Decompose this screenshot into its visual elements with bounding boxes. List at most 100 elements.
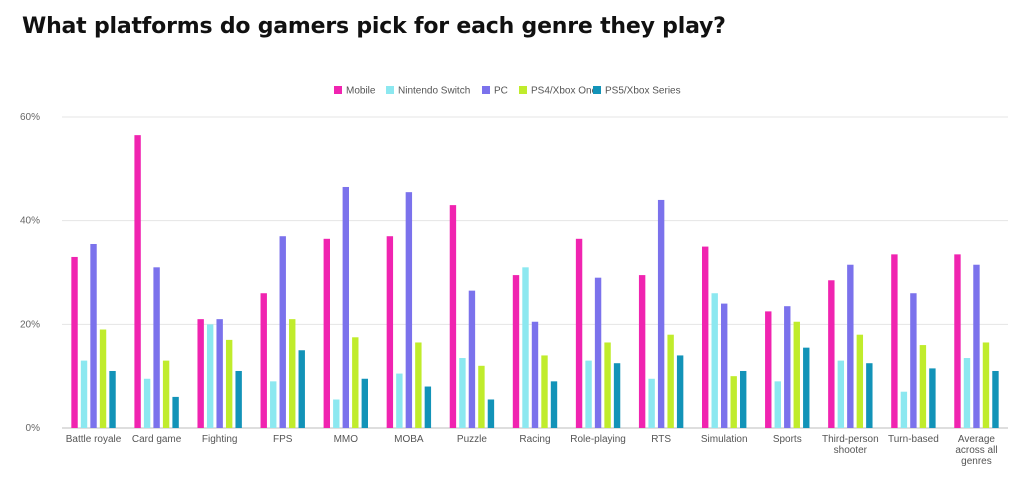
bar [891,254,898,428]
bar [478,365,485,428]
bar [550,381,558,428]
x-tick-label: Turn-based [888,434,939,445]
legend-label: Mobile [346,86,376,97]
bar [206,324,214,428]
bar [702,246,709,428]
bar [900,391,908,428]
bar [803,347,810,428]
bar [333,399,340,428]
bar [197,319,204,428]
bar [992,370,999,428]
bar [270,381,277,428]
x-tick-label: RTS [651,434,671,445]
bar [225,339,233,428]
bar [740,370,747,428]
bar [730,376,737,428]
legend-swatch [593,86,601,94]
bar [260,293,267,428]
bar [153,267,160,428]
x-tick-label: genres [961,456,992,467]
bar [613,363,621,428]
x-tick-label: across all [955,445,997,456]
bar [638,275,646,428]
bar [919,345,927,428]
x-tick-label: Third-person [822,434,879,445]
y-tick-label: 40% [20,216,40,227]
bar [765,311,772,428]
bar [929,368,936,428]
x-tick-label: FPS [273,434,293,445]
bar [512,275,520,428]
legend-swatch [519,86,527,94]
bar [866,363,873,428]
bar [449,205,457,428]
bar [216,319,223,428]
bar [575,238,583,428]
legend-swatch [386,86,394,94]
x-axis-labels: Battle royale Card game Fighting FPS MMO MOBA… [66,434,998,467]
bar [289,319,296,428]
bar [531,321,539,428]
bar [162,360,170,428]
bar [604,342,611,428]
bar [828,280,835,428]
bar [405,192,413,428]
x-tick-label: shooter [834,445,868,456]
bar [793,321,800,428]
x-tick-label: Role-playing [570,434,626,445]
legend-label: Nintendo Switch [398,86,470,97]
x-tick-label: MMO [334,434,359,445]
bar [298,350,305,428]
bar [973,264,980,428]
bar [954,254,961,428]
bar [847,264,854,428]
x-tick-label: Racing [519,434,550,445]
bar [361,378,368,428]
bar [468,290,476,428]
bar [396,373,403,428]
y-tick-label: 20% [20,319,40,330]
y-tick-label: 60% [20,112,40,123]
y-tick-label: 0% [26,423,41,434]
bar [721,303,728,428]
legend: Mobile Nintendo Switch PC PS4/Xbox One PS5/X… [334,86,681,97]
bar [594,277,602,428]
x-tick-label: MOBA [394,434,424,445]
x-tick-label: Fighting [202,434,238,445]
x-tick-label: Simulation [701,434,748,445]
bar [676,355,684,428]
x-tick-label: Sports [773,434,802,445]
bar [711,293,718,428]
bar [910,293,917,428]
bar [342,186,349,428]
bar [235,370,242,428]
bar [657,199,665,428]
bar [80,360,88,428]
bar [424,386,432,428]
bar [982,342,990,428]
page-title: What platforms do gamers pick for each g… [22,14,726,39]
legend-label: PC [494,86,508,97]
bar [541,355,548,428]
bar [963,358,971,428]
bar [323,238,330,428]
bar [487,399,495,428]
bar [648,378,655,428]
x-tick-label: Average [958,434,996,445]
x-tick-label: Card game [132,434,182,445]
bar [459,358,466,428]
legend-label: PS4/Xbox One [531,86,598,97]
bar [90,243,97,428]
x-tick-label: Puzzle [457,434,487,445]
bar [143,378,151,428]
bar [279,236,286,428]
bar [784,306,791,428]
x-tick-label: Battle royale [66,434,122,445]
bar [99,329,107,428]
y-axis-ticks: 0% 20% 40% 60% [20,112,40,434]
bar [134,135,141,428]
bar [585,360,592,428]
bar [109,370,116,428]
bar [522,267,529,428]
